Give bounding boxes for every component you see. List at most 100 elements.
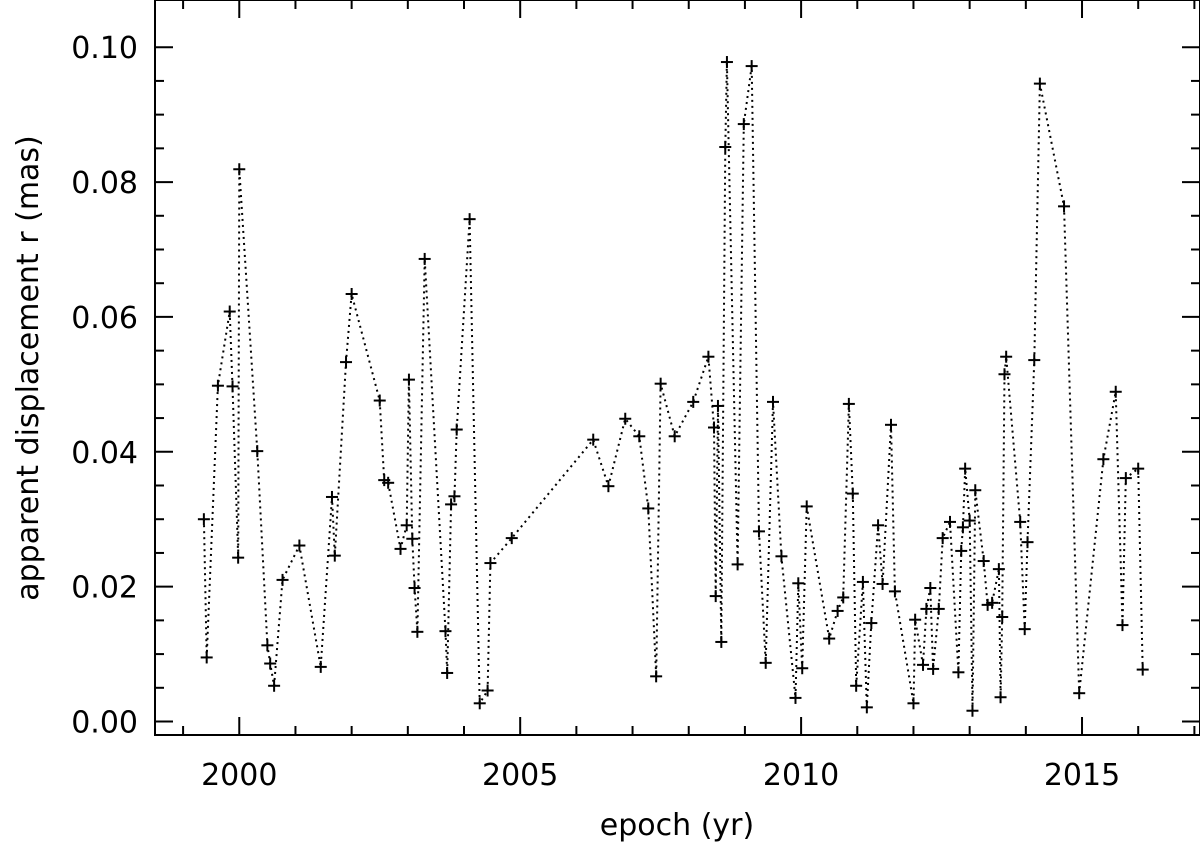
data-point: [340, 356, 353, 369]
data-point: [927, 662, 940, 675]
x-axis-title: epoch (yr): [600, 808, 754, 842]
data-point: [842, 397, 855, 410]
data-point: [1136, 663, 1149, 676]
x-tick-label: 2015: [1044, 758, 1120, 793]
data-point: [909, 613, 922, 626]
x-tick-label: 2000: [201, 758, 277, 793]
data-point: [800, 500, 813, 513]
data-point: [650, 670, 663, 683]
data-point: [952, 666, 965, 679]
y-tick-label: 0.02: [71, 571, 138, 606]
data-point: [865, 617, 878, 630]
data-point: [293, 539, 306, 552]
x-tick-label: 2005: [482, 758, 558, 793]
data-point: [1116, 619, 1129, 632]
data-point: [792, 577, 805, 590]
data-point: [917, 658, 930, 671]
data-point: [956, 521, 969, 534]
data-point: [708, 421, 721, 434]
data-point: [796, 662, 809, 675]
data-point: [932, 602, 945, 615]
data-point: [619, 412, 632, 425]
data-point: [394, 542, 407, 555]
y-tick-label: 0.10: [71, 31, 138, 66]
data-point: [924, 582, 937, 594]
data-point: [888, 585, 901, 598]
data-point: [1073, 687, 1086, 700]
data-point: [936, 532, 949, 545]
data-point: [328, 549, 341, 562]
data-point: [402, 373, 415, 386]
data-point: [709, 590, 722, 603]
data-point: [197, 513, 210, 526]
data-point: [955, 544, 968, 557]
y-tick-label: 0.08: [71, 166, 138, 201]
data-point: [702, 350, 715, 363]
x-tick-label: 2010: [763, 758, 839, 793]
data-point: [1000, 350, 1013, 363]
data-point: [602, 480, 615, 493]
data-point: [226, 380, 239, 393]
data-point: [633, 430, 646, 443]
data-point: [406, 532, 419, 545]
data-point: [264, 657, 277, 670]
data-point: [856, 575, 869, 588]
data-point: [382, 476, 395, 489]
data-point: [1058, 200, 1071, 213]
data-point: [450, 423, 463, 436]
data-point: [408, 582, 421, 594]
data-point: [481, 684, 494, 697]
data-point: [668, 430, 681, 443]
y-axis-title: apparent displacement r (mas): [11, 135, 46, 601]
data-point: [759, 656, 772, 669]
data-point: [963, 514, 976, 527]
data-point: [719, 141, 732, 153]
data-point: [920, 602, 933, 615]
data-point: [986, 596, 999, 609]
data-point: [789, 691, 802, 704]
y-axis: 0.00 0.02 0.04 0.06 0.08 0.10: [71, 31, 1200, 741]
data-point: [731, 558, 744, 571]
data-point: [977, 555, 990, 568]
data-point: [998, 368, 1011, 381]
data-point: [587, 433, 600, 446]
plot-area: [154, 0, 1200, 736]
data-point: [969, 484, 982, 497]
data-point: [445, 498, 458, 511]
data-point: [823, 632, 836, 645]
data-point: [994, 691, 1007, 704]
data-point: [400, 519, 413, 532]
data-point: [345, 288, 358, 300]
data-point: [1033, 77, 1046, 90]
data-point: [715, 635, 728, 648]
data-point: [876, 577, 889, 590]
y-tick-label: 0.06: [71, 301, 138, 336]
data-point: [943, 515, 956, 528]
data-point: [211, 379, 224, 392]
data-point: [831, 604, 844, 617]
data-point: [325, 490, 338, 503]
data-point: [1014, 515, 1027, 528]
data-point: [775, 550, 788, 563]
data-point: [654, 377, 667, 390]
data-point: [752, 525, 765, 538]
data-point: [261, 639, 274, 652]
data-point: [1119, 472, 1132, 485]
data-point: [860, 701, 873, 714]
data-point: [314, 660, 327, 673]
data-point: [233, 163, 246, 176]
data-point: [448, 490, 461, 503]
data-point: [505, 532, 518, 545]
data-point: [1132, 462, 1145, 475]
data-point: [850, 679, 863, 692]
data-point: [1097, 453, 1110, 466]
data-point: [884, 418, 897, 431]
data-point: [767, 395, 780, 408]
data-point: [200, 651, 213, 664]
data-point: [745, 60, 758, 73]
data-point: [373, 394, 386, 407]
x-axis: 2000 2005 2010 2015: [182, 0, 1196, 793]
data-point: [441, 666, 454, 679]
y-tick-label: 0.00: [71, 706, 138, 741]
